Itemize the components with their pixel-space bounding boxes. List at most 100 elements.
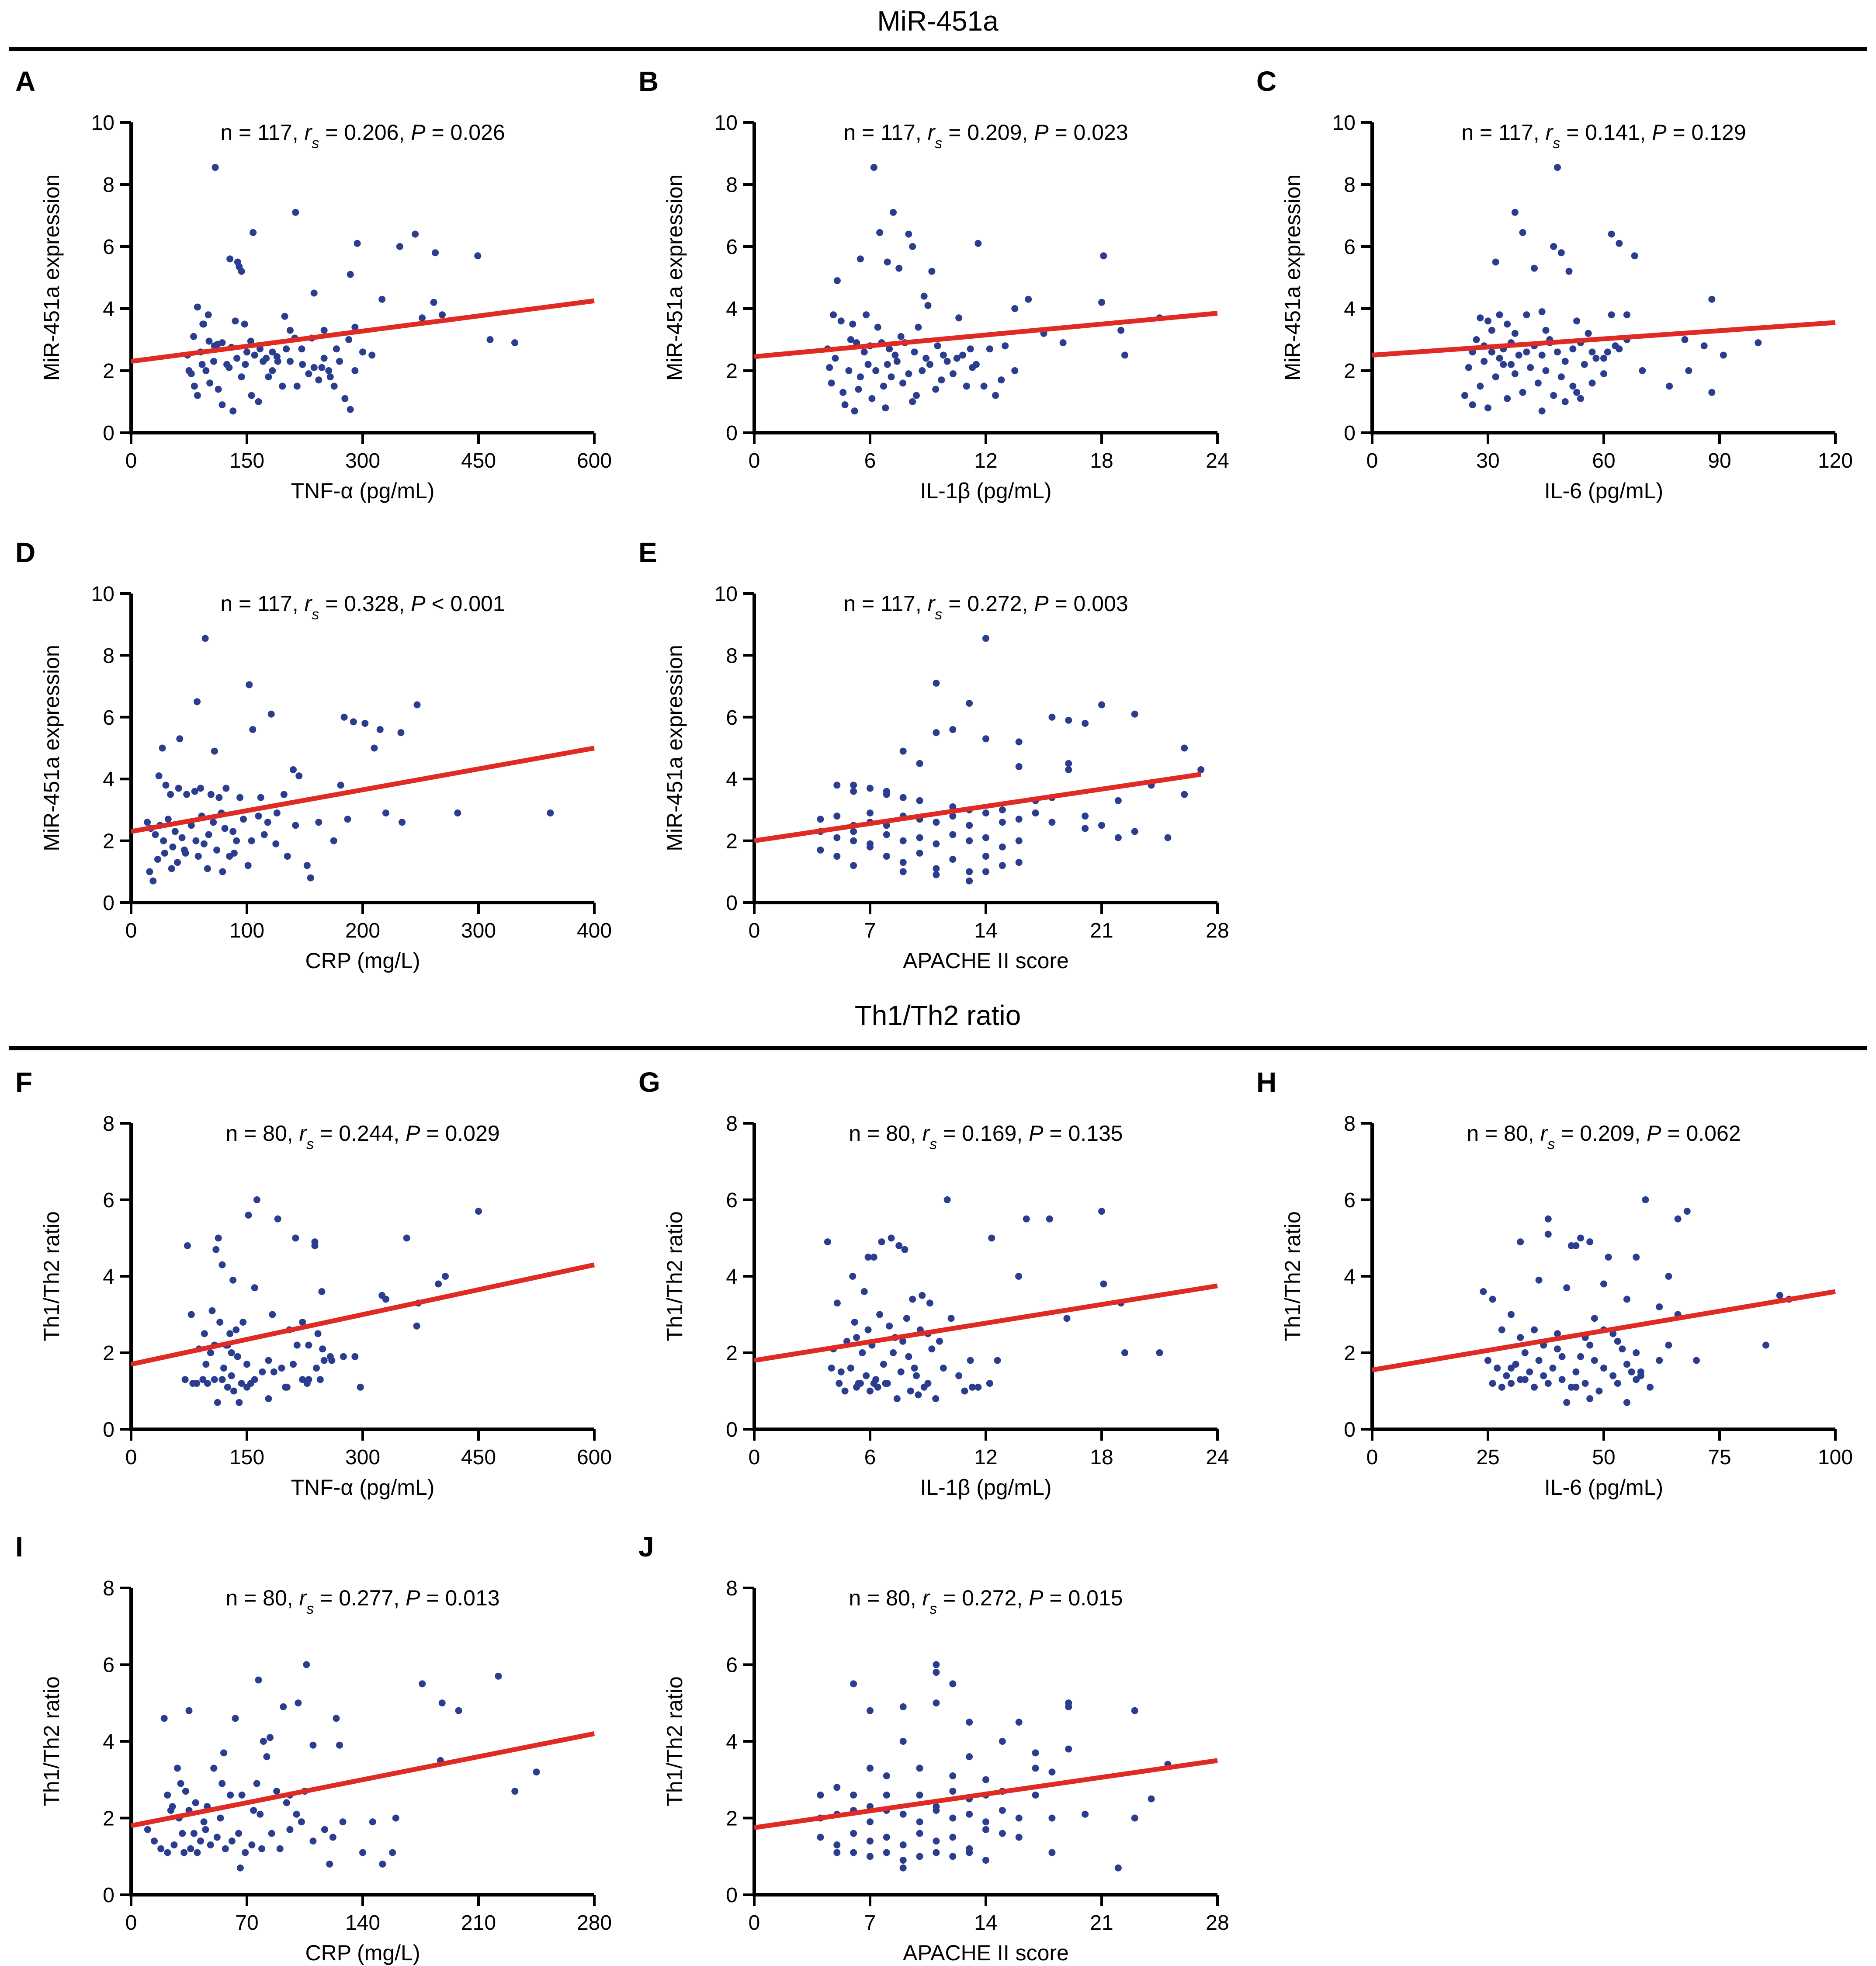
x-tick-label: 0 [749,919,760,942]
data-point [315,376,322,384]
data-point [1577,1353,1584,1360]
data-point [218,339,226,347]
data-point [179,1830,186,1837]
data-point [511,1788,519,1795]
data-point [863,311,870,319]
stat-r-val: = 0.169, [937,1121,1029,1146]
data-point [351,367,359,374]
data-point [292,1234,299,1242]
y-tick-label: 2 [1344,360,1356,383]
y-tick-label: 2 [726,360,738,383]
data-point [1531,1383,1538,1391]
data-point [933,680,940,687]
data-point [228,1372,235,1379]
data-point [167,1806,174,1814]
data-point [253,1780,260,1787]
data-point [1542,367,1550,374]
data-point [1538,308,1546,316]
data-point [315,819,322,826]
data-point [837,1368,845,1376]
x-axis-label: TNF-α (pg/mL) [291,479,435,503]
data-point [215,794,223,801]
y-axis-label: MiR-451a expression [662,174,687,381]
data-point [164,1791,171,1799]
data-point [1032,809,1039,816]
data-point [392,1814,399,1822]
data-point [320,354,328,362]
data-point [435,1280,442,1288]
data-point [1164,834,1172,841]
data-point [1181,791,1188,798]
data-point [243,348,250,356]
data-point [344,816,351,823]
data-point [299,1376,306,1383]
data-point [205,337,213,345]
stat-annotation: n = 80, rs = 0.244, P = 0.029 [225,1121,499,1153]
data-point [966,1810,973,1818]
x-tick-label: 100 [1818,1446,1853,1469]
data-point [933,840,940,848]
data-point [913,392,920,399]
regression-line [130,1262,595,1367]
data-point [1557,249,1565,257]
data-point [1569,382,1577,390]
panel-letter: F [15,1066,32,1098]
data-point [192,1799,199,1806]
data-point [337,782,344,789]
y-tick-label: 8 [103,174,114,197]
data-point [867,1853,874,1860]
data-point [832,354,839,362]
data-point [215,386,222,393]
data-point [860,1288,868,1295]
data-point [229,1276,237,1284]
data-point [828,1365,835,1372]
data-point [1563,1399,1571,1406]
data-point [933,871,940,879]
data-point [963,382,970,390]
data-point [162,782,170,789]
stat-p-val: = 0.015 [1044,1586,1123,1610]
stat-p: P [406,1586,420,1610]
data-point [1534,379,1542,387]
stat-r: r [1540,1121,1549,1146]
data-point [1131,710,1138,718]
data-point [1665,1273,1672,1280]
data-point [916,1765,923,1772]
data-point [1554,1330,1561,1337]
x-tick-label: 400 [577,919,612,942]
data-point [847,336,854,343]
data-point [1647,1383,1654,1391]
x-tick-label: 280 [577,1911,612,1935]
data-point [864,1326,872,1334]
data-point [217,1814,224,1822]
data-point [1708,389,1716,396]
data-point [233,354,241,362]
data-point [378,295,386,303]
data-point [376,726,384,733]
data-point [305,370,312,378]
data-point [874,323,881,331]
data-point [966,699,973,707]
data-point [1586,1238,1594,1246]
data-point [283,345,290,353]
data-point [833,1299,841,1307]
data-point [413,1322,420,1330]
data-point [911,348,918,356]
data-point [419,314,426,322]
data-point [1586,1341,1594,1349]
data-point [1032,1791,1039,1799]
stat-n: n = 117, [843,591,927,616]
data-point [1693,1357,1700,1364]
data-point [206,379,214,387]
data-point [924,1380,932,1387]
data-point [1032,1749,1039,1757]
data-point [214,1399,221,1406]
data-point [905,370,912,378]
data-point [336,1741,343,1749]
data-point [311,1242,319,1249]
data-point [857,1380,864,1387]
data-point [826,364,833,371]
data-point [202,367,210,374]
data-point [248,392,255,399]
